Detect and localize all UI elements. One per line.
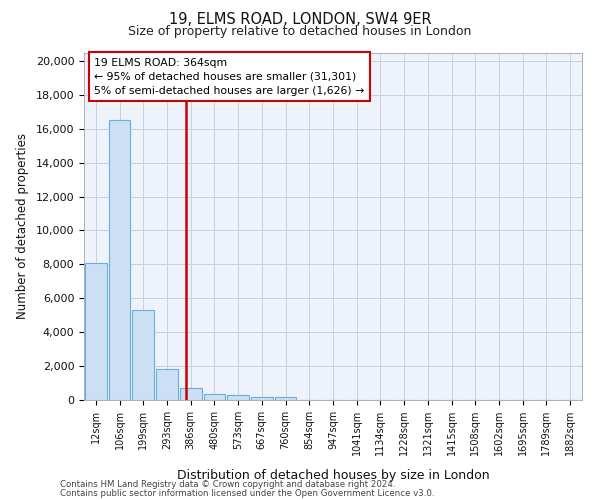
Bar <box>203 394 226 400</box>
Bar <box>85 262 107 400</box>
Text: 19, ELMS ROAD, LONDON, SW4 9ER: 19, ELMS ROAD, LONDON, SW4 9ER <box>169 12 431 28</box>
Text: 19 ELMS ROAD: 364sqm
← 95% of detached houses are smaller (31,301)
5% of semi-de: 19 ELMS ROAD: 364sqm ← 95% of detached h… <box>94 58 364 96</box>
Bar <box>227 396 249 400</box>
X-axis label: Distribution of detached houses by size in London: Distribution of detached houses by size … <box>176 469 490 482</box>
Bar <box>133 310 154 400</box>
Bar <box>156 368 178 400</box>
Y-axis label: Number of detached properties: Number of detached properties <box>16 133 29 320</box>
Bar <box>180 388 202 400</box>
Text: Contains HM Land Registry data © Crown copyright and database right 2024.: Contains HM Land Registry data © Crown c… <box>60 480 395 489</box>
Text: Size of property relative to detached houses in London: Size of property relative to detached ho… <box>128 25 472 38</box>
Text: Contains public sector information licensed under the Open Government Licence v3: Contains public sector information licen… <box>60 488 434 498</box>
Bar <box>275 397 296 400</box>
Bar <box>251 396 273 400</box>
Bar <box>109 120 130 400</box>
